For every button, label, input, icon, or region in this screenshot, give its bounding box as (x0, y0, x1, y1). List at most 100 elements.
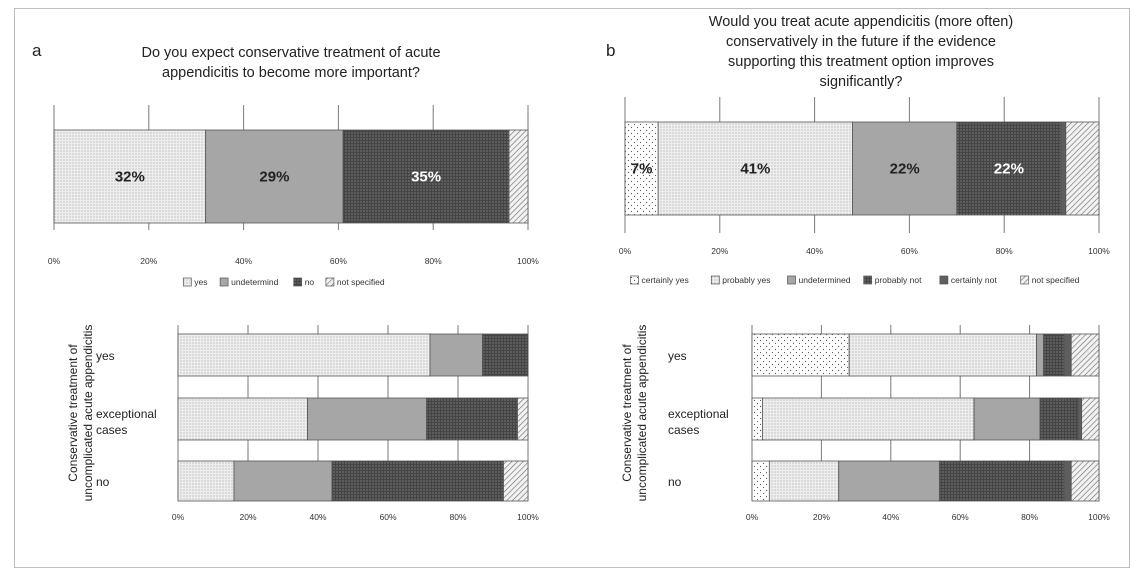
chart-b-top-legend-label-undetermined: undetermined (799, 275, 851, 285)
chart-a-top-bar-undetermind (205, 129, 344, 224)
chart-a-top-bar-no (342, 129, 510, 224)
chart-b-title: Would you treat acute appendicitis (more… (709, 14, 1013, 90)
chart-a-top-tick-label: 40% (235, 256, 252, 266)
chart-b-bottom-bar-not-specified (1081, 397, 1100, 441)
chart-a-bottom-category-label: no (96, 475, 110, 489)
chart-b-top-legend-swatch-undetermined (787, 275, 796, 285)
chart-a-bottom-bar-yes (177, 397, 308, 441)
chart-b-bottom: 0% 20% 40% 60% 80% 100% yes exceptional cases no (668, 325, 1110, 522)
chart-b-bottom-category-label: exceptional cases (668, 407, 729, 437)
chart-b-bottom-bar-probably-yes (762, 397, 975, 441)
chart-a-bottom-tick-label: 20% (239, 512, 256, 522)
chart-a-bottom-bar-yes (177, 333, 431, 377)
chart-a-top-legend-swatch-no (293, 277, 303, 287)
chart-b-top-data-label-certainly-yes: 7% (631, 161, 653, 178)
chart-a-top-legend-swatch-undetermind (219, 277, 229, 287)
chart-a-top-data-label-yes: 32% (115, 169, 145, 186)
chart-b-bottom-bar-certainly-yes (751, 397, 763, 441)
chart-a-top: 0% 20% 40% 60% 80% 100% 32% 29% 35% yes undetermin… (48, 105, 539, 287)
chart-b-top-tick-label: 0% (619, 246, 632, 256)
chart-b-bottom-bar-undetermined (1036, 333, 1044, 377)
chart-a-top-legend-label-undetermind: undetermind (231, 277, 279, 287)
chart-a-bottom-ylabel: Conservative treatment ofuncomplicated a… (66, 325, 95, 502)
chart-b-bottom-bar-undetermined (838, 460, 940, 502)
chart-b-bottom-ylabel: Conservative treatment ofuncomplicated a… (620, 325, 649, 502)
chart-a-top-data-label-undetermind: 29% (259, 169, 289, 186)
chart-b-bottom-category-label: no (668, 475, 682, 489)
chart-a-top-legend-label-no: no (305, 277, 315, 287)
chart-b-bottom-bar-certainly-yes (751, 333, 850, 377)
chart-a-bottom-bar-undetermind (429, 333, 483, 377)
chart-a-top-data-label-no: 35% (411, 169, 441, 186)
chart-b-top-legend-swatch-certainly-not (939, 275, 949, 285)
chart-b-top-legend-swatch-not-specified (1020, 275, 1030, 285)
chart-a-top-legend-label-not-specified: not specified (337, 277, 385, 287)
chart-b-top-legend-swatch-probably-not (863, 275, 873, 285)
chart-b-bottom-bar-certainly-not (1063, 333, 1072, 377)
chart-b-bottom-tick-label: 40% (882, 512, 899, 522)
chart-b-bottom-bar-not-specified (1070, 333, 1100, 377)
chart-b-top-tick-label: 20% (711, 246, 728, 256)
chart-a-bottom-tick-label: 0% (172, 512, 185, 522)
chart-b-top-bar-certainly-not (1060, 121, 1067, 216)
chart-b-top-tick-label: 80% (996, 246, 1013, 256)
chart-b-top-data-label-undetermined: 22% (890, 161, 920, 178)
chart-b-bottom-tick-label: 20% (813, 512, 830, 522)
chart-a-top-tick-label: 60% (330, 256, 347, 266)
chart-b-top-legend-label-probably-not: probably not (875, 275, 922, 285)
chart-b-top-legend-label-not-specified: not specified (1032, 275, 1080, 285)
chart-b-top-bar-not-specified (1065, 121, 1100, 216)
chart-a-top-bar-not-specified (508, 129, 529, 224)
chart-b-bottom-category-label: yes (668, 349, 687, 363)
chart-a-title: Do you expect conservative treatment of … (141, 45, 440, 81)
chart-b-top: 0% 20% 40% 60% 80% 100% 7% 41% 22% 22% certainly y… (619, 97, 1110, 285)
chart-a-bottom-category-label: yes (96, 349, 115, 363)
chart-a-top-legend-swatch-yes (182, 277, 192, 287)
chart-a-top-tick-label: 0% (48, 256, 61, 266)
chart-b-top-bar-undetermined (852, 121, 958, 216)
chart-a-top-tick-label: 20% (140, 256, 157, 266)
chart-b-top-tick-label: 100% (1088, 246, 1110, 256)
chart-b-top-bar-probably-not (956, 121, 1062, 216)
chart-a-bottom-tick-label: 40% (309, 512, 326, 522)
chart-a-bottom-bar-not-specified (517, 397, 529, 441)
chart-b-top-tick-label: 40% (806, 246, 823, 256)
chart-b-top-data-label-probably-not: 22% (994, 161, 1024, 178)
chart-b-bottom-tick-label: 60% (952, 512, 969, 522)
chart-a-bottom-bar-undetermind (307, 397, 427, 441)
chart-a-bottom-bar-undetermind (233, 460, 333, 502)
chart-a-top-legend-swatch-not-specified (325, 277, 335, 287)
chart-a-bottom-tick-label: 100% (517, 512, 539, 522)
chart-b-top-data-label-probably-yes: 41% (740, 161, 770, 178)
chart-a-bottom-bar-no (426, 397, 518, 441)
chart-b-bottom-bar-probably-not (1043, 333, 1065, 377)
chart-b-top-legend-swatch-certainly-yes (630, 275, 639, 285)
chart-b-top-legend-label-certainly-yes: certainly yes (642, 275, 689, 285)
chart-a-top-legend-label-yes: yes (194, 277, 207, 287)
chart-a-bottom-tick-label: 60% (379, 512, 396, 522)
chart-b-bottom-bar-certainly-yes (751, 460, 770, 502)
chart-b-bottom-bar-probably-not (1039, 397, 1079, 441)
chart-a-bottom-bar-yes (177, 460, 235, 502)
chart-b-bottom-bar-undetermined (973, 397, 1041, 441)
chart-b-top-legend-swatch-probably-yes (710, 275, 720, 285)
chart-b-top-legend-label-probably-yes: probably yes (722, 275, 770, 285)
chart-b-bottom-tick-label: 100% (1088, 512, 1110, 522)
chart-b-bottom-bar-certainly-not (1063, 460, 1072, 502)
chart-b-bottom-bar-certainly-not (1077, 397, 1083, 441)
chart-b-top-legend-label-certainly-not: certainly not (951, 275, 997, 285)
chart-b-bottom-bar-probably-not (938, 460, 1065, 502)
chart-a-bottom-bar-not-specified (503, 460, 529, 502)
chart-a-bottom: 0% 20% 40% 60% 80% 100% yes exceptional cases no (96, 325, 539, 522)
panel-letter-a: a (32, 41, 42, 60)
panel-letter-b: b (606, 41, 615, 60)
chart-a-top-tick-label: 100% (517, 256, 539, 266)
chart-a-bottom-tick-label: 80% (449, 512, 466, 522)
chart-a-bottom-bar-no (482, 333, 529, 377)
chart-a-bottom-bar-no (331, 460, 504, 502)
chart-b-bottom-bar-not-specified (1070, 460, 1100, 502)
chart-b-bottom-bar-probably-yes (768, 460, 840, 502)
chart-a-bottom-category-label: exceptional cases (96, 407, 157, 437)
chart-b-top-bar-probably-yes (657, 121, 853, 216)
